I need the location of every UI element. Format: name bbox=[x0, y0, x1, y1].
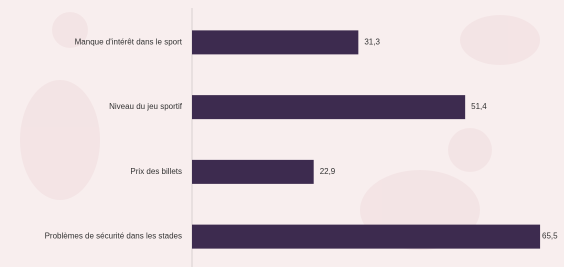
category-label: Manque d'intérêt dans le sport bbox=[75, 37, 183, 46]
value-label: 31,3 bbox=[364, 37, 380, 46]
category-label: Niveau du jeu sportif bbox=[109, 102, 183, 111]
bar bbox=[192, 95, 465, 119]
value-label: 51,4 bbox=[471, 102, 487, 111]
silhouette bbox=[20, 80, 100, 200]
bar bbox=[192, 160, 314, 184]
chart: Manque d'intérêt dans le sport 31,3 Niveau… bbox=[0, 0, 564, 267]
bar bbox=[192, 30, 358, 54]
bar bbox=[192, 225, 540, 249]
value-label: 22,9 bbox=[320, 167, 336, 176]
value-label: 65,5 bbox=[542, 232, 558, 241]
silhouette bbox=[460, 15, 540, 65]
category-label: Problèmes de sécurité dans les stades bbox=[45, 232, 182, 241]
silhouette bbox=[448, 128, 492, 172]
page: {"chart_data": {"type": "bar", "orientat… bbox=[0, 0, 564, 267]
category-label: Prix des billets bbox=[130, 167, 182, 176]
